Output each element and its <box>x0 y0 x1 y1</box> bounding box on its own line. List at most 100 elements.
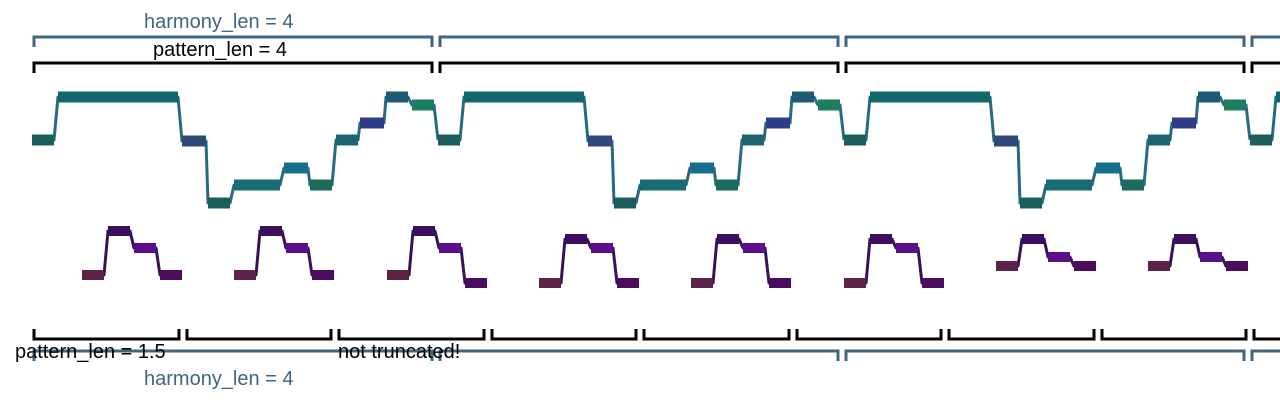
pattern-note <box>160 270 182 280</box>
pattern-bracket-bottom <box>32 329 181 341</box>
harmony-bracket-top <box>32 35 434 47</box>
not-truncated-label: not truncated! <box>338 341 460 363</box>
pattern-bracket-bottom <box>1100 329 1248 341</box>
pattern-note <box>1022 234 1044 244</box>
pattern-melody-line <box>387 229 487 285</box>
harmony-bracket-top <box>844 35 1246 47</box>
brackets-layer <box>32 35 1280 361</box>
pattern-note <box>413 226 435 236</box>
pattern-note <box>691 278 713 288</box>
pattern-bracket-bottom <box>642 329 791 341</box>
pattern-note <box>896 243 918 253</box>
harmony-note <box>1122 179 1144 191</box>
harmony-note <box>1224 99 1246 111</box>
harmony-length-label-bottom: harmony_len = 4 <box>144 368 294 390</box>
pattern-bracket-top <box>32 61 434 73</box>
harmony-bracket-bottom <box>1250 349 1280 361</box>
harmony-note <box>438 134 460 146</box>
harmony-length-label-top: harmony_len = 4 <box>144 11 294 33</box>
pattern-melody-line <box>691 237 791 285</box>
harmony-bracket-bottom <box>32 349 434 361</box>
harmony-note <box>464 91 584 103</box>
pattern-note <box>591 243 613 253</box>
pattern-length-label-bottom: pattern_len = 1.5 <box>15 341 166 363</box>
harmony-note <box>284 162 308 174</box>
harmony-note <box>1020 197 1042 209</box>
pattern-note <box>922 278 944 288</box>
pattern-note <box>1174 234 1196 244</box>
harmony-note <box>32 134 54 146</box>
harmony-note <box>640 179 686 191</box>
harmony-note <box>386 91 408 103</box>
harmony-note <box>1198 91 1220 103</box>
pattern-note <box>565 234 587 244</box>
pattern-note <box>539 278 561 288</box>
harmony-note <box>234 179 280 191</box>
pattern-bracket-bottom <box>185 329 333 341</box>
pattern-bracket-bottom <box>795 329 943 341</box>
pattern-bracket-top <box>844 61 1246 73</box>
harmony-bracket-top <box>1250 35 1280 47</box>
harmony-note <box>1172 117 1196 129</box>
harmony-note <box>994 135 1018 147</box>
harmony-note <box>588 135 612 147</box>
harmony-melody-line <box>1250 95 1280 142</box>
harmony-bracket-bottom <box>844 349 1246 361</box>
pattern-note <box>870 234 892 244</box>
pattern-note <box>82 270 104 280</box>
harmony-note <box>336 134 358 146</box>
harmony-note <box>792 91 814 103</box>
harmony-note <box>58 91 178 103</box>
harmony-bracket-bottom <box>438 349 840 361</box>
pattern-note <box>134 243 156 253</box>
pattern-note <box>844 278 866 288</box>
pattern-note <box>260 226 282 236</box>
harmony-note <box>1046 179 1092 191</box>
pattern-melody-line <box>996 237 1096 268</box>
pattern-bracket-top <box>1250 61 1280 73</box>
pattern-bracket-bottom <box>490 329 638 341</box>
harmony-note <box>1250 134 1272 146</box>
harmony-note <box>1096 162 1120 174</box>
pattern-melody-line <box>539 237 639 285</box>
pattern-note <box>996 261 1018 271</box>
pattern-melody-layer <box>82 226 1248 288</box>
harmony-note <box>208 197 230 209</box>
harmony-melody-layer <box>32 91 1280 209</box>
harmony-note <box>360 117 384 129</box>
harmony-bracket-top <box>438 35 840 47</box>
pattern-note <box>717 234 739 244</box>
harmony-note <box>742 134 764 146</box>
harmony-note <box>690 162 714 174</box>
pattern-bracket-bottom <box>337 329 486 341</box>
pattern-note <box>387 270 409 280</box>
harmony-note <box>182 135 206 147</box>
pattern-melody-line <box>82 229 182 277</box>
pattern-note <box>312 270 334 280</box>
harmony-note <box>870 91 990 103</box>
pattern-note <box>234 270 256 280</box>
pattern-note <box>439 243 461 253</box>
pattern-note <box>465 278 487 288</box>
pattern-note <box>1148 261 1170 271</box>
pattern-length-label-top: pattern_len = 4 <box>153 39 287 61</box>
pattern-melody-line <box>844 237 944 285</box>
pattern-note <box>286 243 308 253</box>
pattern-note <box>769 278 791 288</box>
harmony-note <box>716 179 738 191</box>
pattern-note <box>1226 261 1248 271</box>
harmony-note <box>844 134 866 146</box>
pattern-note <box>108 226 130 236</box>
pattern-bracket-bottom <box>1252 329 1280 341</box>
pattern-bracket-bottom <box>947 329 1096 341</box>
harmony-note <box>1148 134 1170 146</box>
harmony-note <box>614 197 636 209</box>
pattern-note <box>743 243 765 253</box>
pattern-bracket-top <box>438 61 840 73</box>
pattern-melody-line <box>234 229 334 277</box>
harmony-note <box>412 99 434 111</box>
harmony-note <box>766 117 790 129</box>
harmony-note <box>818 99 840 111</box>
pattern-note <box>1074 261 1096 271</box>
